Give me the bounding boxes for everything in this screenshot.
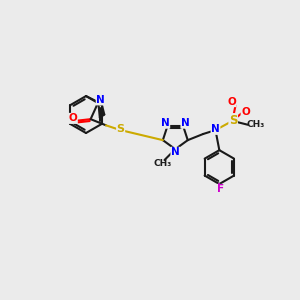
Text: O: O bbox=[227, 97, 236, 106]
Text: N: N bbox=[181, 118, 190, 128]
Text: CH₃: CH₃ bbox=[153, 159, 171, 168]
Text: N: N bbox=[96, 95, 105, 105]
Text: N: N bbox=[171, 147, 180, 157]
Text: O: O bbox=[241, 107, 250, 117]
Text: F: F bbox=[217, 184, 224, 194]
Text: CH₃: CH₃ bbox=[246, 120, 265, 129]
Text: S: S bbox=[117, 124, 124, 134]
Text: S: S bbox=[229, 114, 237, 127]
Text: N: N bbox=[161, 118, 170, 128]
Text: N: N bbox=[211, 124, 220, 134]
Text: O: O bbox=[68, 113, 77, 123]
